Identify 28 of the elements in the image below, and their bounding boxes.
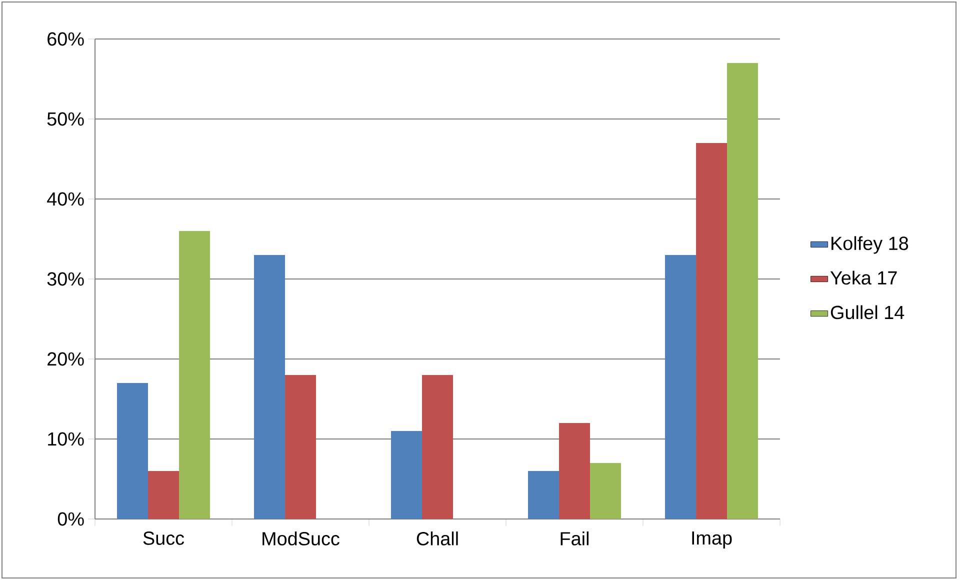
bar <box>559 422 590 519</box>
bar <box>148 470 180 519</box>
x-tick-label: Chall <box>416 531 458 546</box>
bar <box>696 142 728 519</box>
legend-label: Yeka 17 <box>830 270 897 285</box>
bar <box>117 382 148 519</box>
y-tick-label: 10% <box>48 432 84 446</box>
y-tick-label: 0% <box>58 512 84 526</box>
bar <box>254 254 286 519</box>
x-tick-label: Fail <box>560 531 588 546</box>
x-tick-label: Imap <box>692 532 732 548</box>
y-tick-label: 50% <box>47 112 84 126</box>
bar <box>285 374 316 519</box>
legend-label: Kolfey 18 <box>832 236 908 254</box>
bar <box>665 254 696 519</box>
bar <box>179 230 210 519</box>
y-tick-label: 20% <box>48 352 84 366</box>
x-tick-label: ModSucc <box>262 531 340 546</box>
y-tick-label: 30% <box>47 272 84 286</box>
bar <box>422 374 454 519</box>
bar <box>391 430 422 519</box>
bar <box>528 470 560 519</box>
bar <box>727 62 758 519</box>
x-tick-label: Succ <box>143 531 184 545</box>
legend-label: Gullel 14 <box>830 305 904 320</box>
bar <box>590 462 622 519</box>
y-tick-label: 60% <box>48 32 84 46</box>
y-tick-label: 40% <box>47 192 84 206</box>
